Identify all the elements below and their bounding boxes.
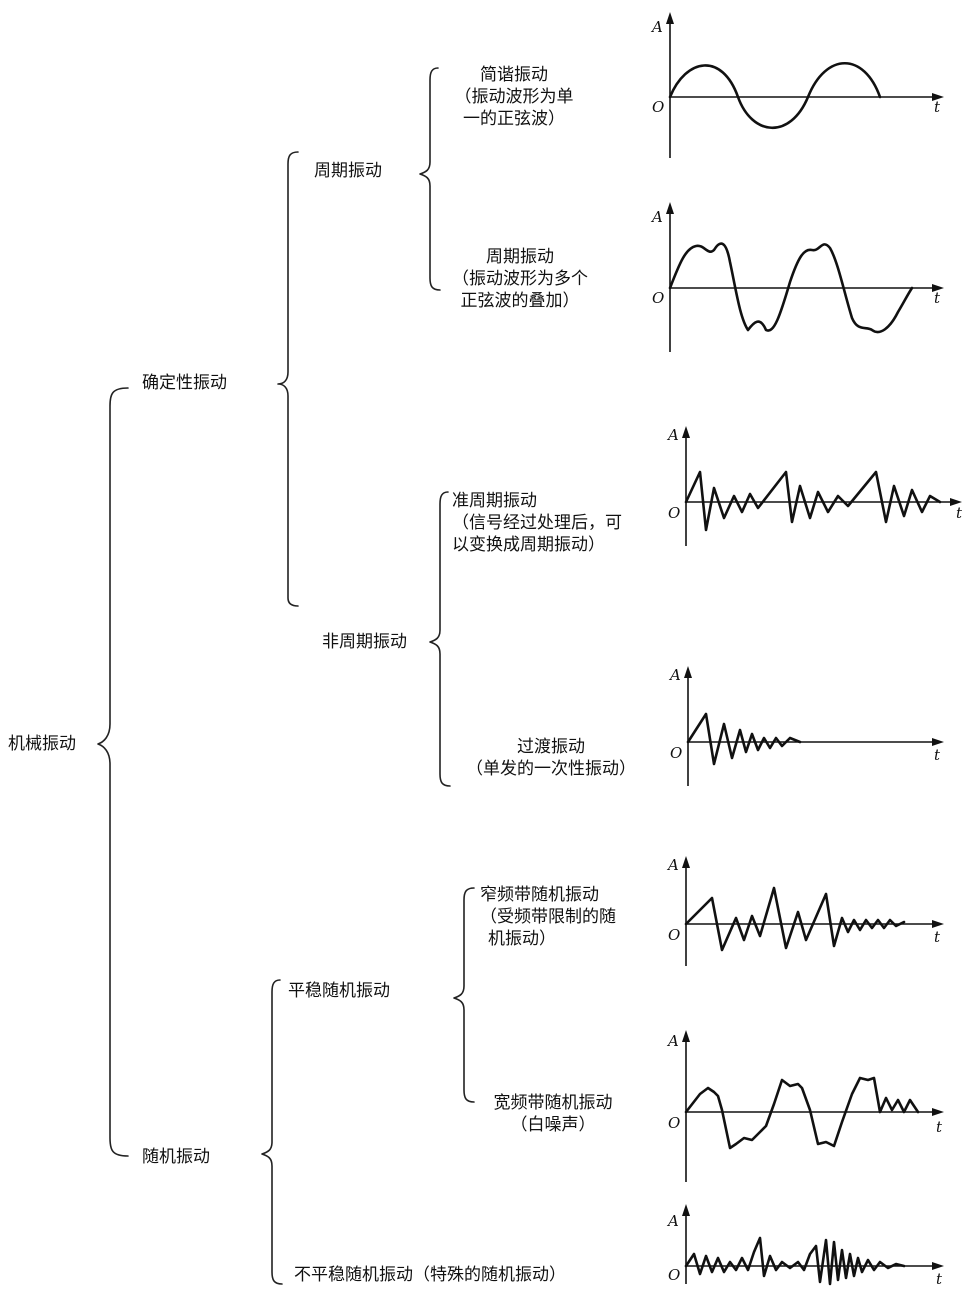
origin-label: O <box>670 744 682 762</box>
origin-label: O <box>668 926 680 944</box>
quasi-periodic-title: 准周期振动 <box>452 491 537 511</box>
waveform-sine <box>668 61 882 130</box>
origin-label: O <box>668 504 680 522</box>
complex-periodic-desc-1: （振动波形为多个 <box>452 269 588 289</box>
narrowband-desc-2: 机振动） <box>488 929 556 949</box>
brace-root <box>97 387 129 1157</box>
y-axis-label: A <box>666 1032 679 1050</box>
quasi-periodic-desc-2: 以变换成周期振动） <box>452 535 605 555</box>
broadband-title: 宽频带随机振动 <box>493 1093 613 1113</box>
waveform-transient <box>686 712 802 766</box>
brace-periodic <box>419 67 441 291</box>
waveform-nonstationary-random <box>684 1236 906 1286</box>
plot-simple-harmonic: A O t <box>650 12 944 158</box>
simple-harmonic-title: 简谐振动 <box>480 65 548 85</box>
x-axis-label: t <box>936 1270 943 1288</box>
complex-periodic-title: 周期振动 <box>486 247 554 267</box>
narrowband-desc-1: （受频带限制的随 <box>480 907 616 927</box>
quasi-periodic-desc-1: （信号经过处理后，可 <box>452 513 622 533</box>
root-label: 机械振动 <box>8 734 76 754</box>
plot-broadband: A O t <box>666 1030 944 1182</box>
complex-periodic-label: 周期振动 （振动波形为多个 正弦波的叠加） <box>440 246 600 312</box>
waveform-broadband-random <box>684 1076 920 1150</box>
x-axis-label: t <box>936 1118 943 1136</box>
broadband-desc: （白噪声） <box>510 1115 596 1135</box>
quasi-periodic-label: 准周期振动 （信号经过处理后，可 以变换成周期振动） <box>452 490 622 556</box>
plot-quasi-periodic: A O t <box>666 426 963 546</box>
origin-label: O <box>668 1114 680 1132</box>
narrowband-title: 窄频带随机振动 <box>480 885 599 905</box>
complex-periodic-desc-2: 正弦波的叠加） <box>460 291 580 311</box>
simple-harmonic-label: 简谐振动 （振动波形为单 一的正弦波） <box>444 64 584 130</box>
plot-nonstationary: A O t <box>666 1204 944 1288</box>
waveform-superposed-sines <box>668 242 914 334</box>
deterministic-label: 确定性振动 <box>142 373 227 393</box>
plot-narrowband: A O t <box>666 856 944 966</box>
transient-label: 过渡振动 （单发的一次性振动） <box>448 736 654 780</box>
origin-label: O <box>652 98 664 116</box>
x-axis-label: t <box>934 98 941 116</box>
plot-complex-periodic: A O t <box>650 202 944 352</box>
y-axis-label: A <box>666 1212 679 1230</box>
y-axis-label: A <box>666 426 679 444</box>
x-axis-label: t <box>934 928 941 946</box>
transient-title: 过渡振动 <box>517 737 585 757</box>
waveform-narrowband-random <box>684 886 906 952</box>
y-axis-label: A <box>650 18 663 36</box>
y-axis-label: A <box>666 856 679 874</box>
aperiodic-label: 非周期振动 <box>322 632 407 652</box>
y-axis-label: A <box>668 666 681 684</box>
brace-aperiodic <box>429 491 451 787</box>
plot-transient: A O t <box>668 666 944 786</box>
broadband-label: 宽频带随机振动 （白噪声） <box>478 1092 628 1136</box>
x-axis-label: t <box>934 746 941 764</box>
narrowband-label: 窄频带随机振动 （受频带限制的随 机振动） <box>480 884 616 950</box>
origin-label: O <box>652 289 664 307</box>
simple-harmonic-desc-2: 一的正弦波） <box>463 109 565 129</box>
origin-label: O <box>668 1266 680 1284</box>
brace-deterministic <box>277 151 299 607</box>
brace-stationary <box>453 887 475 1103</box>
y-axis-label: A <box>650 208 663 226</box>
periodic-label: 周期振动 <box>314 161 382 181</box>
simple-harmonic-desc-1: （振动波形为单 <box>454 87 574 107</box>
x-axis-label: t <box>934 289 941 307</box>
waveform-quasi-periodic <box>684 470 942 532</box>
random-label: 随机振动 <box>142 1147 210 1167</box>
x-axis-label: t <box>956 504 963 522</box>
brace-random <box>261 979 283 1285</box>
stationary-label: 平稳随机振动 <box>288 981 390 1001</box>
nonstationary-label: 不平稳随机振动（特殊的随机振动） <box>294 1265 566 1285</box>
transient-desc: （单发的一次性振动） <box>466 759 636 779</box>
